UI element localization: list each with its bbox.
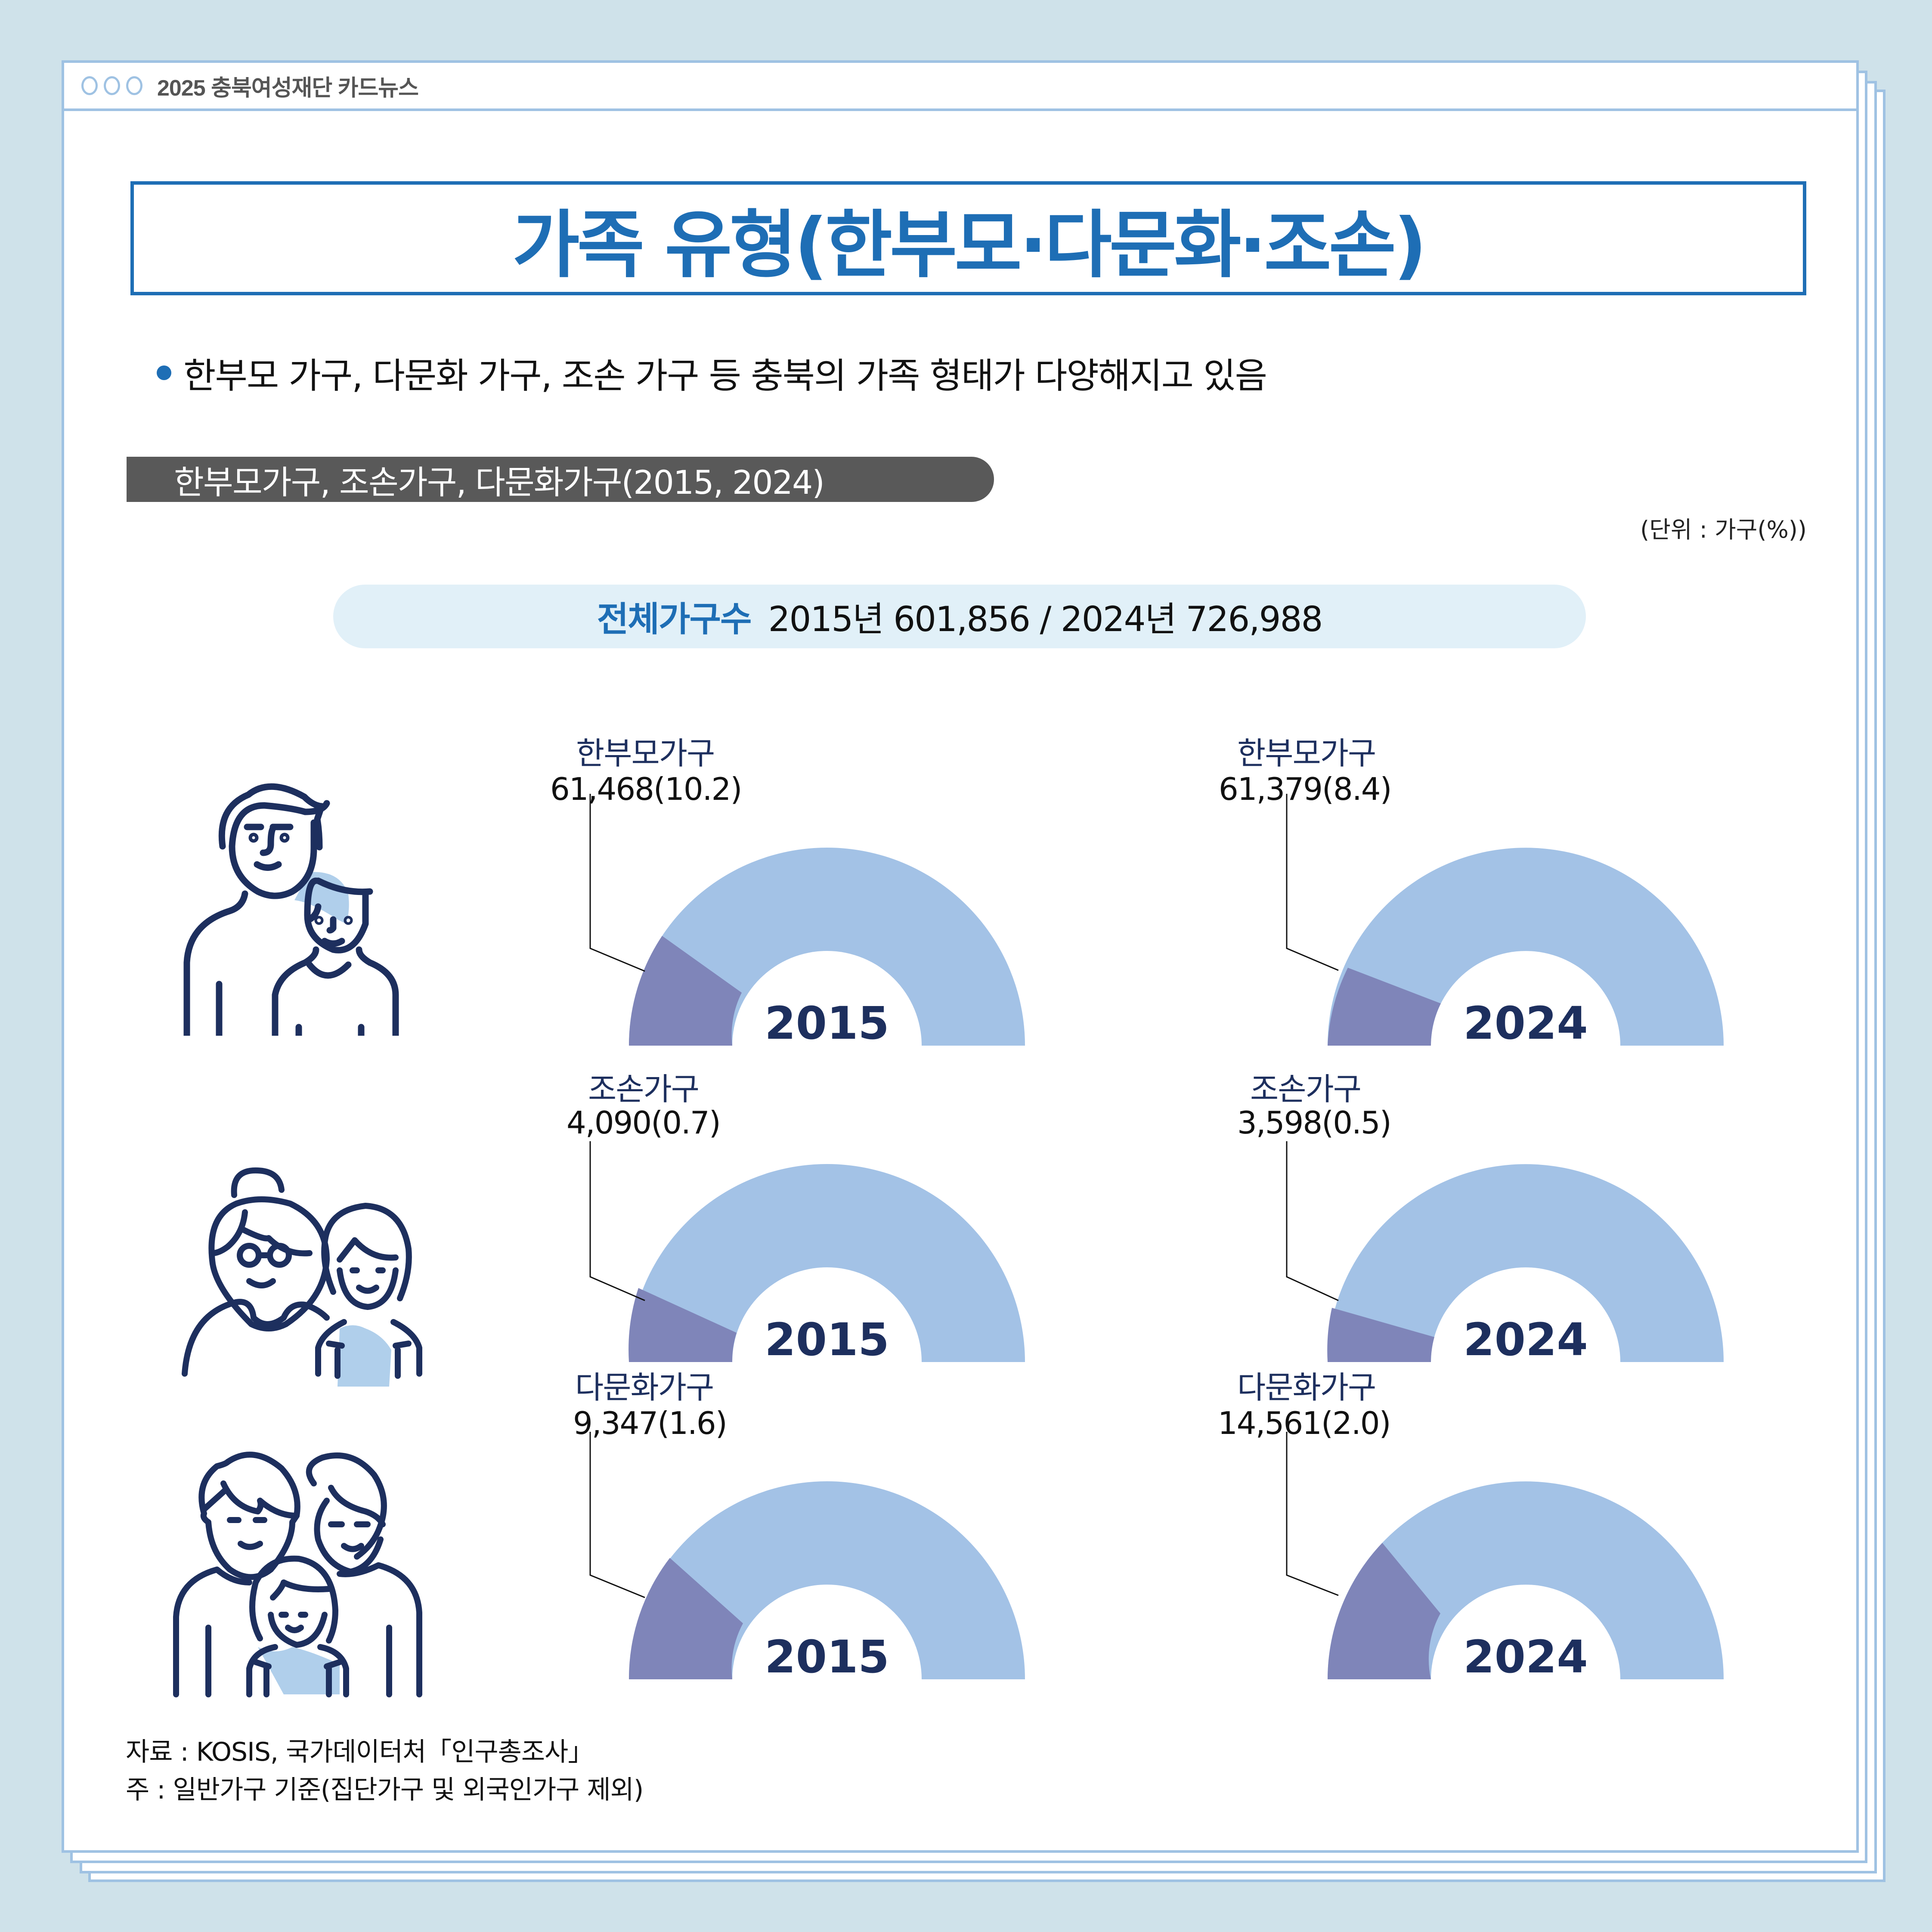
summary-bullet: 한부모 가구, 다문화 가구, 조손 가구 등 충북의 가족 형태가 다양해지고… [157, 347, 1267, 398]
gauge-year-label: 2024 [1463, 997, 1588, 1050]
gauge-category-label: 조손가구 [588, 1071, 700, 1107]
window-control-circle-icon[interactable] [126, 76, 142, 95]
gauge-year-label: 2015 [765, 997, 889, 1050]
card-window: 2025 충북여성재단 카드뉴스 가족 유형(한부모·다문화·조손) 한부모 가… [62, 60, 1859, 1853]
gauge-2024: 다문화가구 14,561(2.0) 2024 [1196, 1359, 1756, 1683]
grandparent-grandchild-icon [167, 1156, 434, 1397]
gauge-2024: 한부모가구 61,379(8.4) 2024 [1196, 721, 1756, 1050]
gauge-category-label: 다문화가구 [1237, 1369, 1376, 1406]
multicultural-family-icon [167, 1445, 434, 1703]
semi-donut-chart [1286, 1141, 1724, 1362]
window-controls [81, 76, 142, 95]
gauge-2015: 다문화가구 9,347(1.6) 2015 [519, 1359, 1079, 1683]
window-title: 2025 충북여성재단 카드뉴스 [157, 75, 419, 101]
bullet-dot-icon [157, 365, 171, 380]
gauge-category-label: 조손가구 [1250, 1071, 1362, 1107]
semi-donut-chart [1286, 794, 1724, 1046]
gauge-category-label: 다문화가구 [575, 1369, 714, 1406]
page-title-box: 가족 유형(한부모·다문화·조손) [130, 181, 1806, 295]
gauge-value-label: 3,598(0.5) [1237, 1105, 1392, 1141]
gauge-2024: 조손가구 3,598(0.5) 2024 [1196, 1053, 1756, 1366]
gauge-year-label: 2015 [765, 1313, 889, 1366]
single-parent-family-icon [167, 769, 434, 1039]
source-note: 자료 : KOSIS, 국가데이터처「인구총조사」 [126, 1737, 594, 1767]
gauge-year-label: 2024 [1463, 1631, 1588, 1683]
chart-row-grandparent: 조손가구 4,090(0.7) 2015 조손가구 3,598(0.5) 202… [64, 1053, 1856, 1387]
chart-row-multicultural: 다문화가구 9,347(1.6) 2015 다문화가구 14,561(2.0) … [64, 1359, 1856, 1697]
semi-donut-chart [589, 1432, 1025, 1679]
window-control-circle-icon[interactable] [104, 76, 120, 95]
gauge-value-label: 61,468(10.2) [550, 771, 742, 807]
gauge-category-label: 한부모가구 [576, 735, 715, 771]
footnote: 주 : 일반가구 기준(집단가구 및 외국인가구 제외) [126, 1775, 644, 1805]
total-households-pill: 전체가구수 2015년 601,856 / 2024년 726,988 [333, 585, 1586, 648]
gauge-value-label: 4,090(0.7) [567, 1105, 721, 1141]
gauge-year-label: 2015 [765, 1631, 889, 1683]
gauge-2015: 한부모가구 61,468(10.2) 2015 [519, 721, 1079, 1050]
footer-notes: 자료 : KOSIS, 국가데이터처「인구총조사」 주 : 일반가구 기준(집단… [126, 1733, 644, 1809]
chart-subtitle: 한부모가구, 조손가구, 다문화가구(2015, 2024) [174, 463, 825, 502]
gauge-value-label: 9,347(1.6) [573, 1405, 728, 1441]
gauge-2015: 조손가구 4,090(0.7) 2015 [519, 1053, 1079, 1366]
semi-donut-chart [1286, 1432, 1724, 1679]
semi-donut-chart [589, 794, 1025, 1046]
gauge-year-label: 2024 [1463, 1313, 1588, 1366]
unit-label: (단위 : 가구(%)) [1640, 516, 1807, 543]
gauge-value-label: 14,561(2.0) [1218, 1405, 1391, 1441]
total-label: 전체가구수 [597, 599, 752, 639]
page-title: 가족 유형(한부모·다문화·조손) [512, 202, 1427, 288]
semi-donut-chart [589, 1141, 1025, 1362]
gauge-category-label: 한부모가구 [1237, 735, 1376, 771]
window-control-circle-icon[interactable] [81, 76, 98, 95]
chart-row-single-parent: 한부모가구 61,468(10.2) 2015 한부모가구 61,379(8.4… [64, 721, 1856, 1050]
total-value: 2015년 601,856 / 2024년 726,988 [768, 599, 1323, 639]
window-titlebar: 2025 충북여성재단 카드뉴스 [64, 63, 1856, 111]
chart-subtitle-bar: 한부모가구, 조손가구, 다문화가구(2015, 2024) [127, 457, 994, 502]
summary-text: 한부모 가구, 다문화 가구, 조손 가구 등 충북의 가족 형태가 다양해지고… [183, 356, 1267, 396]
gauge-value-label: 61,379(8.4) [1219, 771, 1392, 807]
